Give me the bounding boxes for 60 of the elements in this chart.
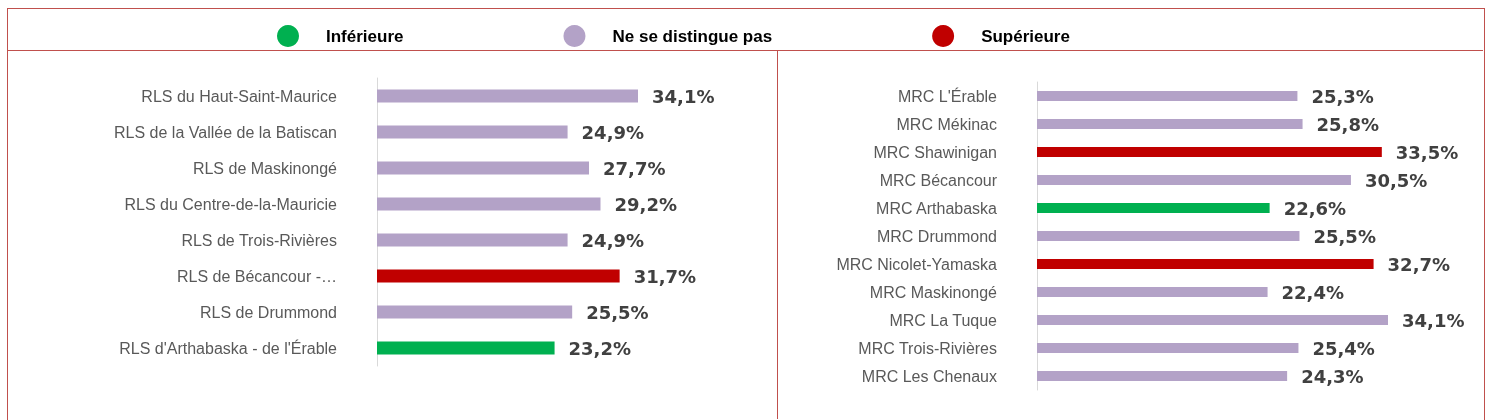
y-tick-label: RLS de Drummond xyxy=(200,303,337,321)
bar xyxy=(377,89,638,103)
data-label: 23,2% xyxy=(568,337,632,359)
bar xyxy=(1037,175,1351,185)
data-label: 30,5% xyxy=(1364,169,1428,191)
bar xyxy=(1037,91,1298,101)
bar xyxy=(377,341,555,355)
y-tick-label: MRC La Tuque xyxy=(889,311,998,329)
data-label: 25,5% xyxy=(1313,225,1376,247)
legend-label: Ne se distingue pas xyxy=(612,26,773,46)
bar xyxy=(1037,203,1270,213)
bar xyxy=(377,305,573,319)
y-tick-label: RLS de Trois-Rivières xyxy=(181,231,337,249)
y-tick-label: MRC Nicolet-Yamaska xyxy=(836,255,998,273)
y-tick-label: MRC Bécancour xyxy=(879,171,998,189)
bar xyxy=(1037,147,1382,157)
data-label: 34,1% xyxy=(1402,309,1465,331)
bar xyxy=(377,161,590,175)
y-tick-label: MRC Trois-Rivières xyxy=(858,339,997,357)
y-tick-label: RLS de la Vallée de la Batiscan xyxy=(114,123,337,141)
data-label: 31,7% xyxy=(633,265,697,287)
y-tick-label: MRC L'Érable xyxy=(897,86,998,105)
data-label: 24,3% xyxy=(1301,365,1364,387)
data-label: 25,5% xyxy=(586,301,649,323)
y-tick-label: MRC Les Chenaux xyxy=(861,367,997,385)
bar xyxy=(1037,287,1268,297)
bar xyxy=(377,197,601,211)
y-tick-label: RLS de Bécancour -… xyxy=(176,267,337,285)
data-label: 33,5% xyxy=(1395,141,1459,163)
data-label: 27,7% xyxy=(603,157,666,179)
y-tick-label: MRC Drummond xyxy=(876,227,997,245)
data-label: 34,1% xyxy=(652,85,715,107)
data-label: 25,3% xyxy=(1311,85,1374,107)
data-label: 24,9% xyxy=(581,229,645,251)
data-label: 24,9% xyxy=(581,121,645,143)
y-tick-label: RLS du Centre-de-la-Mauricie xyxy=(124,195,338,213)
data-label: 22,6% xyxy=(1283,197,1347,219)
data-label: 32,7% xyxy=(1387,253,1451,275)
y-tick-label: RLS de Maskinongé xyxy=(192,159,338,177)
bar xyxy=(377,269,620,283)
legend-label: Inférieure xyxy=(326,26,404,46)
data-label: 22,4% xyxy=(1281,281,1345,303)
y-tick-label: MRC Arthabaska xyxy=(876,199,998,217)
data-label: 25,4% xyxy=(1312,337,1375,359)
y-tick-label: RLS du Haut-Saint-Maurice xyxy=(141,87,338,105)
legend-label: Supérieure xyxy=(981,26,1070,46)
data-label: 29,2% xyxy=(614,193,677,215)
bar xyxy=(1037,231,1300,241)
bar xyxy=(1037,315,1388,325)
bar xyxy=(1037,343,1299,353)
data-label: 25,8% xyxy=(1316,113,1380,135)
bar xyxy=(1037,371,1288,381)
bar xyxy=(1037,119,1303,129)
y-tick-label: MRC Mékinac xyxy=(896,115,997,133)
bar xyxy=(377,125,568,139)
y-tick-label: MRC Maskinongé xyxy=(869,283,998,301)
y-tick-label: RLS d'Arthabaska - de l'Érable xyxy=(119,338,338,357)
bar xyxy=(1037,259,1374,269)
y-tick-label: MRC Shawinigan xyxy=(873,143,997,161)
bar xyxy=(377,233,568,247)
